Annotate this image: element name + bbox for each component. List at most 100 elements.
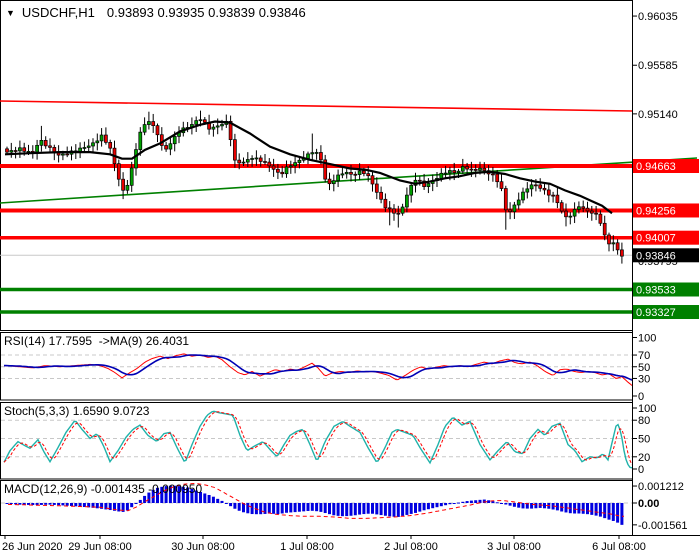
macd-histogram-bar xyxy=(130,503,134,508)
macd-histogram-bar xyxy=(366,503,370,514)
symbol-dropdown-icon[interactable]: ▼ xyxy=(6,7,15,18)
price-badge-resistance[interactable] xyxy=(633,203,699,218)
candle-up xyxy=(297,159,302,163)
candle-down xyxy=(258,157,263,162)
macd-histogram-bar xyxy=(564,503,568,513)
scale-tick-label: 0.00 xyxy=(638,498,659,510)
scale-tick-label: 100 xyxy=(638,403,656,415)
price-badge-support[interactable] xyxy=(633,305,699,320)
ma-line xyxy=(4,120,613,215)
price-badge-support[interactable] xyxy=(633,282,699,297)
rsi-line xyxy=(3,353,633,386)
candle-up xyxy=(439,172,444,179)
time-axis-label: 3 Jul 08:00 xyxy=(487,541,541,553)
candle-down xyxy=(155,125,160,136)
macd-histogram-bar xyxy=(543,503,546,509)
macd-histogram-bar xyxy=(603,503,607,519)
candle-down xyxy=(151,121,156,127)
candle-up xyxy=(250,158,254,160)
candle-down xyxy=(327,178,332,185)
price-badge-resistance[interactable] xyxy=(633,230,699,245)
macd-histogram-bar xyxy=(452,503,456,504)
candle-up xyxy=(254,157,259,160)
macd-histogram-bar xyxy=(491,501,495,503)
macd-histogram-bar xyxy=(181,486,185,503)
candle-down xyxy=(323,159,328,180)
macd-histogram-bar xyxy=(224,503,228,504)
macd-histogram-bar xyxy=(100,503,104,509)
macd-histogram-bar xyxy=(521,503,525,509)
candle-up xyxy=(456,170,461,173)
price-badge-label: 0.93327 xyxy=(636,307,676,319)
macd-histogram-bar xyxy=(409,503,413,514)
macd-histogram-bar xyxy=(353,503,357,516)
candle-up xyxy=(18,147,22,152)
scale-tick-label: -0.001561 xyxy=(638,520,688,532)
macd-histogram-bar xyxy=(323,503,327,514)
candle-down xyxy=(417,179,422,182)
candle-up xyxy=(448,170,452,174)
macd-histogram-bar xyxy=(302,503,306,512)
macd-histogram-bar xyxy=(495,502,499,504)
macd-histogram-bar xyxy=(340,503,344,517)
macd-histogram-bar xyxy=(22,503,26,505)
macd-histogram-bar xyxy=(375,503,379,515)
macd-histogram-bar xyxy=(272,503,276,514)
candle-down xyxy=(374,183,379,193)
candle-down xyxy=(564,210,568,218)
candle-up xyxy=(9,150,14,153)
macd-histogram-bar xyxy=(216,498,220,503)
candle-up xyxy=(147,121,151,125)
time-axis-label: 2 Jul 08:00 xyxy=(384,541,438,553)
candle-up xyxy=(284,166,289,175)
scale-tick-label: 50 xyxy=(638,362,650,374)
candle-down xyxy=(65,153,70,156)
macd-histogram-bar xyxy=(156,487,159,503)
macd-histogram-bar xyxy=(345,503,349,517)
resistance-trend[interactable] xyxy=(0,100,633,112)
candle-down xyxy=(538,184,543,189)
macd-histogram-bar xyxy=(500,503,503,504)
macd-histogram-bar xyxy=(379,503,383,516)
candle-down xyxy=(473,168,478,171)
candle-down xyxy=(164,145,168,150)
candle-up xyxy=(336,174,340,182)
macd-histogram-bar xyxy=(461,501,465,503)
scale-tick-label: 70 xyxy=(638,350,650,362)
scale-tick-label: 0.001212 xyxy=(638,481,684,493)
time-axis-label: 30 Jun 08:00 xyxy=(171,541,235,553)
candle-down xyxy=(546,189,551,196)
macd-histogram-bar xyxy=(401,503,405,516)
macd-histogram-bar xyxy=(27,503,30,505)
macd-histogram-bar xyxy=(173,485,177,503)
candle-up xyxy=(125,184,130,191)
candle-up xyxy=(241,161,246,164)
macd-histogram-bar xyxy=(134,503,138,504)
macd-histogram-bar xyxy=(267,503,271,514)
macd-histogram-bar xyxy=(190,488,194,503)
candle-down xyxy=(43,140,48,147)
candle-down xyxy=(396,212,401,215)
price-badge-resistance[interactable] xyxy=(633,159,699,173)
candle-up xyxy=(525,188,530,193)
candle-down xyxy=(607,234,611,245)
price-badge-label: 0.93533 xyxy=(636,284,676,296)
time-axis-label: 6 Jul 08:00 xyxy=(592,541,646,553)
macd-histogram-bar xyxy=(422,503,426,511)
candle-up xyxy=(78,147,82,152)
time-axis-label: 1 Jul 08:00 xyxy=(280,541,334,553)
candle-down xyxy=(353,173,358,176)
macd-histogram-bar xyxy=(525,503,529,509)
candle-down xyxy=(233,139,237,161)
candle-up xyxy=(577,206,581,210)
price-tick-label: 0.96035 xyxy=(638,11,678,23)
macd-histogram-bar xyxy=(598,503,602,517)
macd-histogram-bar xyxy=(276,503,280,515)
macd-histogram-bar xyxy=(177,486,181,503)
macd-histogram-bar xyxy=(358,503,362,515)
macd-histogram-bar xyxy=(607,503,611,520)
candle-down xyxy=(392,208,396,214)
macd-histogram-bar xyxy=(474,500,478,503)
